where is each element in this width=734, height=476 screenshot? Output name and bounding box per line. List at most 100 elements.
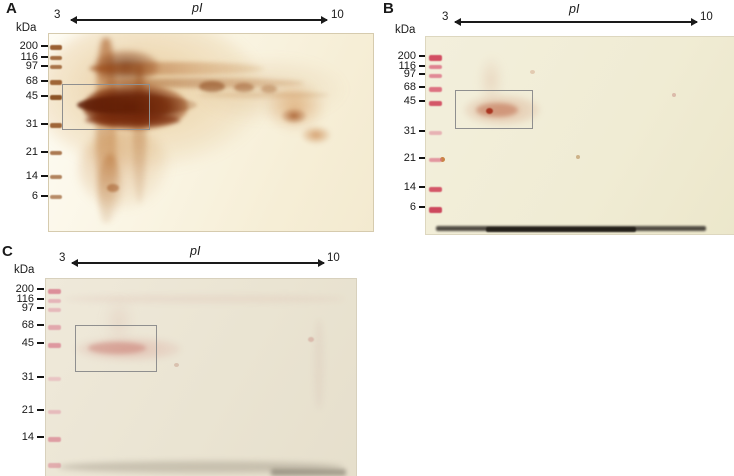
stain-horizontal-band bbox=[199, 92, 329, 98]
panel-c-pi-label: pI bbox=[190, 244, 201, 258]
marker-band bbox=[429, 207, 442, 213]
marker-band bbox=[48, 308, 61, 312]
mw-marker-row: 14 bbox=[0, 431, 44, 443]
panel-b-gel-image bbox=[425, 36, 734, 235]
mw-marker-label: 200 bbox=[397, 49, 416, 62]
mw-marker-label: 21 bbox=[403, 151, 416, 164]
marker-band bbox=[48, 343, 61, 348]
marker-band bbox=[50, 95, 62, 100]
panel-c-gel-image bbox=[45, 278, 357, 476]
marker-band bbox=[50, 56, 62, 60]
mw-marker-row: 45 bbox=[0, 90, 48, 102]
mw-marker-row: 14 bbox=[0, 170, 48, 182]
panel-b: B kDa 3 10 pI 200 116 97 68 45 31 21 14 6 bbox=[378, 0, 734, 240]
mw-marker-tick bbox=[41, 80, 48, 82]
protein-spot bbox=[234, 83, 254, 92]
panel-a: A kDa 3 10 pI 200 116 97 68 45 31 21 14 6 bbox=[0, 0, 378, 240]
bottom-dark-streak bbox=[271, 469, 346, 476]
protein-spot bbox=[301, 126, 331, 144]
mw-marker-row: 21 bbox=[0, 146, 48, 158]
mw-marker-label: 68 bbox=[403, 80, 416, 93]
marker-band bbox=[429, 187, 442, 192]
marker-band bbox=[48, 289, 61, 294]
mw-marker-row: 97 bbox=[378, 68, 426, 80]
speck bbox=[174, 363, 179, 367]
marker-band bbox=[50, 151, 62, 155]
mw-marker-label: 21 bbox=[25, 145, 38, 158]
stain-smear-bottom bbox=[79, 129, 169, 209]
mw-marker-label: 14 bbox=[25, 169, 38, 182]
marker-band bbox=[48, 410, 61, 414]
mw-marker-row: 97 bbox=[0, 60, 48, 72]
panel-c-label: C bbox=[2, 243, 13, 260]
mw-marker-tick bbox=[41, 56, 48, 58]
mw-marker-tick bbox=[37, 436, 44, 438]
mw-marker-row: 6 bbox=[378, 201, 426, 213]
mw-marker-tick bbox=[419, 55, 426, 57]
protein-spot bbox=[199, 81, 225, 92]
mw-marker-row: 68 bbox=[378, 81, 426, 93]
mw-marker-label: 14 bbox=[21, 430, 34, 443]
marker-band bbox=[429, 55, 442, 61]
marker-band bbox=[50, 195, 62, 199]
marker-band bbox=[429, 131, 442, 135]
marker-band bbox=[429, 87, 442, 92]
marker-band bbox=[50, 65, 62, 69]
panel-a-gel-image bbox=[48, 33, 374, 232]
blot-faint-streak bbox=[314, 319, 324, 409]
mw-marker-tick bbox=[41, 151, 48, 153]
mw-marker-label: 97 bbox=[25, 59, 38, 72]
panel-c-highlight-box bbox=[75, 325, 157, 372]
mw-marker-row: 97 bbox=[0, 302, 44, 314]
mw-marker-label: 6 bbox=[31, 189, 38, 202]
panel-a-pi-min: 3 bbox=[54, 9, 61, 21]
stain-horizontal-band bbox=[89, 62, 264, 75]
mw-marker-row: 200 bbox=[378, 50, 426, 62]
speck bbox=[576, 155, 580, 159]
mw-marker-label: 31 bbox=[25, 117, 38, 130]
panel-c-pi-max: 10 bbox=[327, 252, 340, 264]
mw-marker-row: 68 bbox=[0, 75, 48, 87]
panel-a-highlight-box bbox=[62, 84, 150, 130]
blot-spot bbox=[486, 108, 493, 114]
panel-b-kda-label: kDa bbox=[395, 24, 416, 36]
mw-marker-row: 31 bbox=[0, 118, 48, 130]
speck bbox=[672, 93, 676, 97]
mw-marker-row: 116 bbox=[0, 293, 44, 305]
panel-b-pi-min: 3 bbox=[442, 11, 449, 23]
mw-marker-tick bbox=[37, 409, 44, 411]
panel-c-mw-ladder: 200 116 97 68 45 31 21 14 bbox=[0, 243, 378, 476]
mw-marker-tick bbox=[37, 307, 44, 309]
mw-marker-label: 97 bbox=[21, 301, 34, 314]
mw-marker-row: 21 bbox=[0, 404, 44, 416]
marker-band bbox=[50, 123, 62, 128]
blot-plume bbox=[104, 297, 134, 345]
mw-marker-tick bbox=[37, 298, 44, 300]
mw-marker-label: 21 bbox=[21, 403, 34, 416]
panel-b-mw-ladder: 200 116 97 68 45 31 21 14 6 bbox=[378, 0, 734, 240]
marker-band bbox=[48, 463, 61, 468]
protein-spot bbox=[281, 108, 307, 124]
mw-marker-tick bbox=[37, 288, 44, 290]
panel-a-pi-max: 10 bbox=[331, 9, 344, 21]
panel-b-pi-max: 10 bbox=[700, 11, 713, 23]
panel-a-mw-ladder: 200 116 97 68 45 31 21 14 6 bbox=[0, 0, 378, 240]
mw-marker-tick bbox=[419, 73, 426, 75]
panel-c: C kDa 3 10 pI 200 116 97 68 45 31 21 14 bbox=[0, 243, 378, 476]
mw-marker-row: 68 bbox=[0, 319, 44, 331]
mw-marker-row: 45 bbox=[378, 95, 426, 107]
marker-band bbox=[48, 437, 61, 442]
mw-marker-label: 14 bbox=[403, 180, 416, 193]
mw-marker-tick bbox=[419, 65, 426, 67]
stain-smear-right bbox=[264, 82, 326, 132]
mw-marker-tick bbox=[419, 206, 426, 208]
speck bbox=[440, 157, 445, 162]
mw-marker-row: 14 bbox=[378, 181, 426, 193]
marker-band bbox=[429, 74, 442, 78]
mw-marker-label: 200 bbox=[19, 39, 38, 52]
marker-band bbox=[48, 299, 61, 303]
mw-marker-row: 45 bbox=[0, 337, 44, 349]
blot-smear bbox=[76, 337, 181, 361]
marker-band bbox=[429, 65, 442, 69]
mw-marker-label: 97 bbox=[403, 67, 416, 80]
